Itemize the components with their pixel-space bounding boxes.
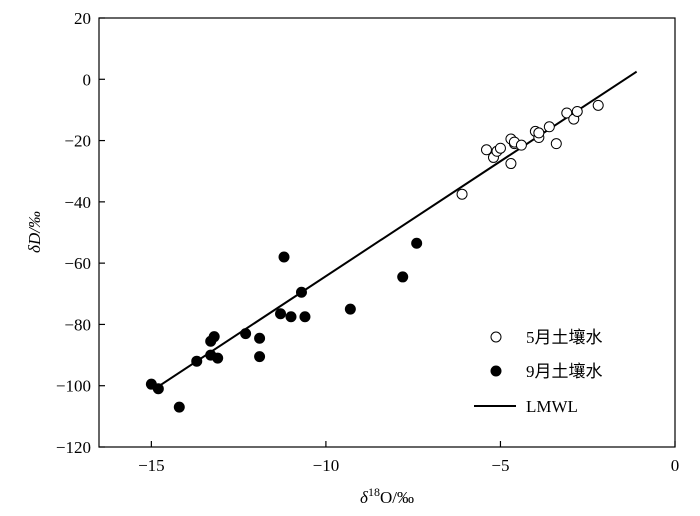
y-axis-title: δD/‰	[25, 211, 44, 253]
may-soil-water-point	[456, 188, 468, 200]
x-tick-label: −15	[138, 456, 165, 475]
may-soil-water-point	[592, 99, 604, 111]
may-soil-water-point	[571, 105, 583, 117]
x-tick-label: −5	[491, 456, 509, 475]
legend-label-may: 5月土壤水	[526, 327, 603, 347]
lmwl-line-layer	[154, 70, 638, 390]
y-axis: −120 −100 −80 −60 −40 −20 0 20	[56, 9, 105, 457]
sep-soil-water-point	[254, 332, 266, 344]
sep-soil-water-point	[344, 303, 356, 315]
y-tick-label: −60	[64, 254, 91, 273]
sep-soil-water-point	[212, 352, 224, 364]
legend-label-sep: 9月土壤水	[526, 361, 603, 381]
sep-soil-water-point	[173, 401, 185, 413]
may-soil-water-point	[543, 121, 555, 133]
y-tick-label: −20	[64, 132, 91, 151]
sep-soil-water-point	[295, 286, 307, 298]
sep-soil-water-point	[278, 251, 290, 263]
legend-marker-may	[490, 331, 502, 343]
sep-soil-water-point	[299, 311, 311, 323]
legend-label-lmwl: LMWL	[526, 397, 578, 416]
sep-soil-water-point	[254, 351, 266, 363]
x-axis-title-superscript: 18	[368, 485, 380, 499]
x-axis-title-suffix: O/‰	[380, 488, 414, 507]
legend-marker-sep	[490, 365, 502, 377]
may-soil-water-point	[505, 158, 517, 170]
may-soil-water-point	[533, 127, 545, 139]
x-axis: −15 −10 −5 0	[138, 441, 679, 475]
may-soil-water-point	[561, 107, 573, 119]
may-soil-water-point	[494, 142, 506, 154]
y-tick-label: −80	[64, 315, 91, 334]
x-axis-title-prefix: δ	[360, 488, 369, 507]
sep-soil-water-point	[285, 311, 297, 323]
x-tick-label: −10	[313, 456, 340, 475]
sep-soil-water-point	[411, 237, 423, 249]
sep-soil-water-point	[275, 308, 287, 320]
data-points	[145, 99, 604, 413]
y-tick-label: 20	[74, 9, 91, 28]
sep-soil-water-point	[208, 331, 220, 343]
y-tick-label: −120	[56, 438, 91, 457]
y-tick-label: −100	[56, 377, 91, 396]
x-tick-label: 0	[671, 456, 680, 475]
may-soil-water-point	[550, 138, 562, 150]
sep-soil-water-point	[191, 355, 203, 367]
sep-soil-water-point	[397, 271, 409, 283]
y-tick-label: 0	[83, 70, 92, 89]
sep-soil-water-point	[152, 383, 164, 395]
lmwl-line	[154, 70, 638, 390]
may-soil-water-point	[480, 144, 492, 156]
plot-frame	[98, 17, 676, 448]
sep-soil-water-point	[240, 328, 252, 340]
legend: 5月土壤水 9月土壤水 LMWL	[474, 327, 603, 416]
y-tick-label: −40	[64, 193, 91, 212]
may-soil-water-point	[515, 139, 527, 151]
x-axis-title: δ18O/‰	[360, 485, 414, 507]
